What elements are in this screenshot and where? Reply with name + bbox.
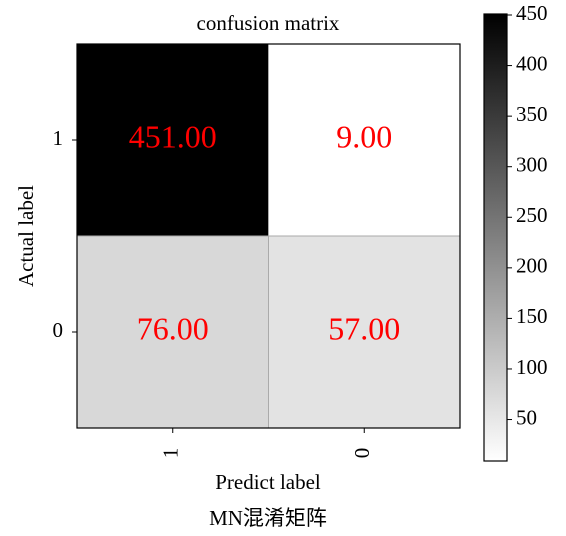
cell-label: 76.00 — [137, 310, 209, 346]
colorbar-tick-label: 250 — [516, 203, 548, 227]
colorbar-tick-label: 400 — [516, 51, 548, 75]
heatmap: 451.00 9.00 76.00 57.00 — [76, 43, 461, 429]
x-axis-label: Predict label — [215, 470, 321, 494]
colorbar-tick-label: 300 — [516, 153, 548, 177]
colorbar-tick-label: 150 — [516, 304, 548, 328]
colorbar-tick-label: 50 — [516, 405, 537, 429]
cell — [268, 235, 461, 429]
caption: MN混淆矩阵 — [209, 506, 327, 530]
y-tick-label: 0 — [53, 318, 64, 342]
cell — [268, 43, 461, 237]
x-tick-label: 1 — [159, 448, 183, 459]
cell-label: 57.00 — [328, 310, 400, 346]
cell-label: 451.00 — [129, 118, 217, 154]
cell-label: 9.00 — [336, 118, 392, 154]
chart-title: confusion matrix — [197, 11, 340, 35]
colorbar — [483, 13, 508, 462]
colorbar-tick-label: 350 — [516, 102, 548, 126]
plot-frame — [76, 43, 461, 429]
cell — [76, 43, 269, 237]
cell — [76, 235, 269, 429]
colorbar-tick-label: 450 — [516, 1, 548, 25]
colorbar-tick-label: 200 — [516, 254, 548, 278]
colorbar-tick-label: 100 — [516, 355, 548, 379]
y-axis-label: Actual label — [14, 185, 38, 287]
y-tick-label: 1 — [53, 126, 64, 150]
x-tick-label: 0 — [350, 448, 374, 459]
